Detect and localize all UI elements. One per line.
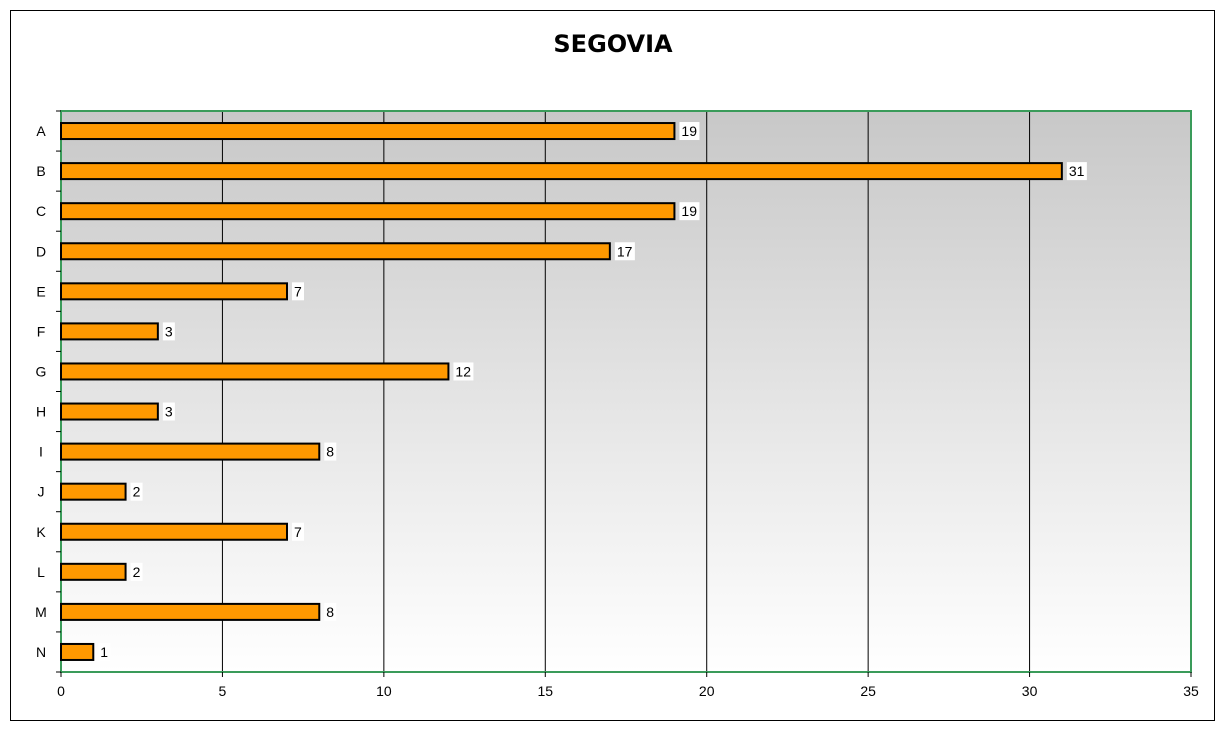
data-label-B: 31 — [1069, 163, 1085, 179]
y-tick-label-L: L — [37, 564, 45, 580]
data-label-bg-L — [130, 562, 143, 581]
y-tick-label-N: N — [36, 644, 46, 660]
bar-A — [60, 122, 676, 141]
data-label-D: 17 — [617, 243, 633, 259]
data-label-bg-B — [1066, 162, 1087, 181]
bar-N — [60, 642, 95, 661]
data-label-bg-C — [679, 202, 700, 221]
y-tick-label-H: H — [36, 404, 46, 420]
x-tick-label-0: 0 — [57, 683, 65, 699]
data-label-bg-K — [292, 522, 304, 541]
y-tick-label-M: M — [35, 604, 47, 620]
data-label-N: 1 — [100, 644, 108, 660]
data-label-bg-J — [130, 482, 143, 501]
y-tick-label-J: J — [38, 484, 45, 500]
data-label-J: 2 — [133, 484, 141, 500]
y-tick-label-G: G — [36, 363, 47, 379]
data-label-E: 7 — [294, 283, 302, 299]
bar-F — [60, 322, 159, 341]
chart-title: SEGOVIA — [553, 30, 673, 58]
data-label-bg-D — [614, 242, 635, 261]
bar-B — [60, 162, 1063, 181]
data-label-C: 19 — [681, 203, 697, 219]
x-tick-label-6: 30 — [1022, 683, 1038, 699]
x-tick-label-5: 25 — [860, 683, 876, 699]
bar-J — [60, 482, 127, 501]
data-label-F: 3 — [165, 323, 173, 339]
y-tick-label-F: F — [37, 323, 46, 339]
data-label-H: 3 — [165, 404, 173, 420]
plot-area — [61, 111, 1191, 672]
y-tick-label-D: D — [36, 243, 46, 259]
data-label-bg-N — [98, 642, 111, 661]
bar-K — [60, 522, 288, 541]
data-label-M: 8 — [326, 604, 334, 620]
bar-D — [60, 242, 611, 261]
y-tick-label-C: C — [36, 203, 46, 219]
x-tick-label-2: 10 — [376, 683, 392, 699]
data-label-K: 7 — [294, 524, 302, 540]
data-label-bg-E — [292, 282, 304, 301]
bar-I — [60, 442, 321, 461]
bar-L — [60, 562, 127, 581]
data-label-I: 8 — [326, 444, 334, 460]
x-tick-label-7: 35 — [1183, 683, 1199, 699]
data-label-bg-I — [324, 442, 337, 461]
x-tick-label-1: 5 — [219, 683, 227, 699]
data-label-bg-M — [324, 602, 337, 621]
bar-M — [60, 602, 321, 621]
bar-H — [60, 402, 159, 421]
data-label-bg-A — [679, 122, 700, 141]
y-tick-label-K: K — [36, 524, 46, 540]
y-tick-label-I: I — [39, 444, 43, 460]
data-label-L: 2 — [133, 564, 141, 580]
y-tick-label-A: A — [36, 123, 46, 139]
data-label-bg-F — [162, 322, 175, 341]
data-label-A: 19 — [681, 123, 697, 139]
data-label-bg-H — [162, 402, 175, 421]
y-tick-label-E: E — [36, 283, 45, 299]
y-tick-label-B: B — [36, 163, 45, 179]
bar-E — [60, 282, 288, 301]
x-tick-label-3: 15 — [537, 683, 553, 699]
x-tick-label-4: 20 — [699, 683, 715, 699]
data-label-G: 12 — [455, 363, 471, 379]
bar-G — [60, 362, 450, 381]
data-label-bg-G — [453, 362, 474, 381]
bar-C — [60, 202, 676, 221]
